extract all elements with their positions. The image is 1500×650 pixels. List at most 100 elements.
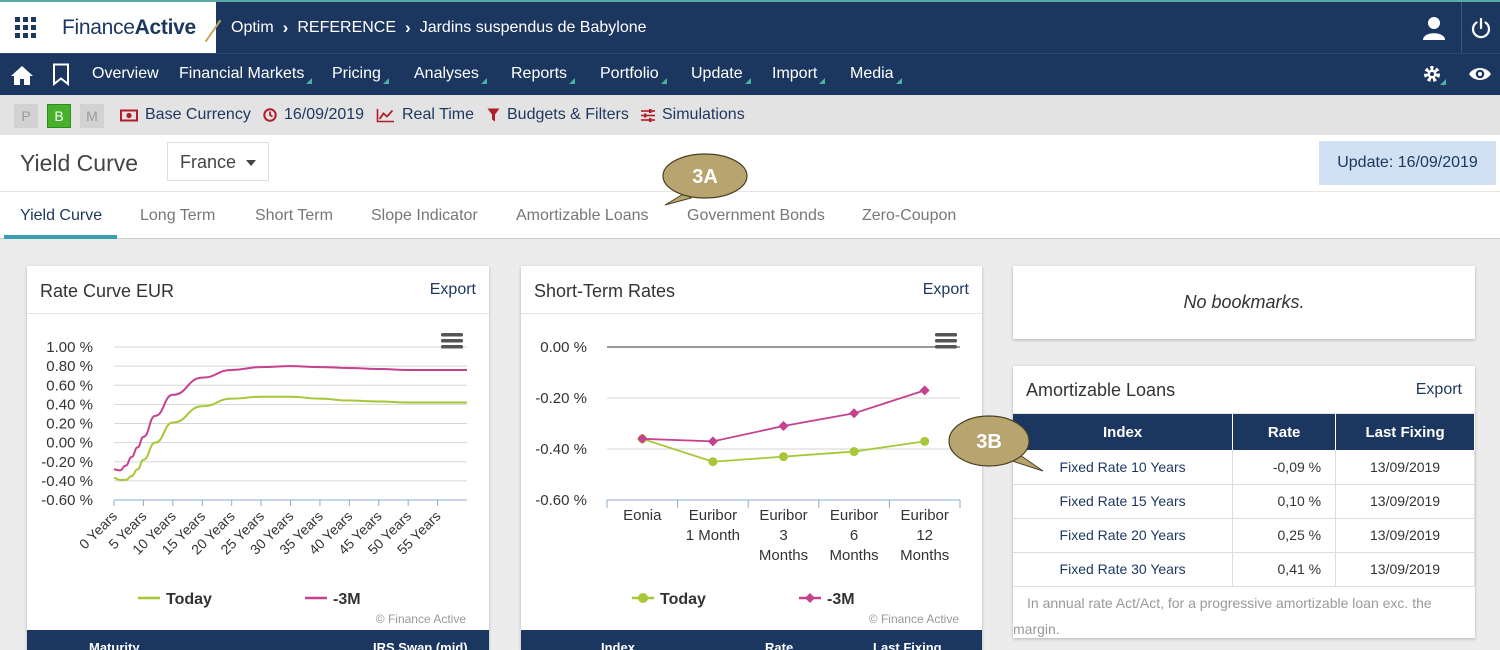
chart-credit: © Finance Active (376, 612, 467, 626)
column-header: Index (601, 640, 635, 650)
y-tick-label: 0.00 % (46, 435, 93, 452)
legend-item[interactable]: -3M (305, 591, 361, 608)
legend-item[interactable]: -3M (799, 591, 855, 608)
simulations-button[interactable]: Simulations (641, 106, 745, 124)
real-time-filter[interactable]: Real Time (376, 106, 474, 124)
table-footnote: In annual rate Act/Act, for a progressiv… (1013, 595, 1432, 637)
x-tick-label-line: Euribor (689, 507, 737, 524)
legend-item[interactable]: Today (138, 591, 212, 608)
tab-slope-indicator[interactable]: Slope Indicator (371, 207, 478, 224)
index-cell[interactable]: Fixed Rate 15 Years (1013, 484, 1234, 519)
index-cell[interactable]: Fixed Rate 20 Years (1013, 518, 1234, 553)
y-tick-label: -0.40 % (535, 441, 587, 458)
index-cell[interactable]: Fixed Rate 10 Years (1013, 450, 1234, 485)
legend-label: -3M (827, 591, 855, 608)
app-grid-button[interactable] (0, 2, 50, 53)
legend-label: Today (660, 591, 706, 608)
legend-label: Today (166, 591, 212, 608)
user-icon[interactable] (1421, 15, 1447, 41)
card-header: Amortizable Loans Export (1013, 366, 1475, 414)
x-tick-label-line: Eonia (623, 507, 662, 524)
data-point (919, 385, 930, 396)
export-link[interactable]: Export (922, 281, 969, 298)
table-row[interactable]: Fixed Rate 15 Years 0,10 % 13/09/2019 (1013, 484, 1475, 519)
chart-menu-icon[interactable] (441, 333, 463, 349)
nav-financial-markets[interactable]: Financial Markets (179, 65, 313, 84)
nav-media[interactable]: Media (850, 65, 902, 84)
breadcrumb-item[interactable]: REFERENCE (297, 19, 397, 36)
table-row[interactable]: Fixed Rate 30 Years 0,41 % 13/09/2019 (1013, 552, 1475, 587)
date-filter[interactable]: 16/09/2019 (263, 106, 364, 124)
mode-b-button[interactable]: B (47, 104, 71, 128)
data-point (778, 421, 789, 432)
nav-overview[interactable]: Overview (92, 65, 159, 83)
tab-government-bonds[interactable]: Government Bonds (687, 207, 825, 224)
budgets-filters-button[interactable]: Budgets & Filters (487, 106, 629, 124)
table-header: Index Rate Last Fixing (521, 630, 982, 650)
tab-yield-curve[interactable]: Yield Curve (20, 207, 103, 224)
nav-analyses[interactable]: Analyses (414, 65, 487, 84)
x-tick-label-line: Months (829, 547, 878, 564)
callout-label: 3B (976, 431, 1002, 453)
chart-credit: © Finance Active (869, 612, 960, 626)
tab-amortizable-loans[interactable]: Amortizable Loans (516, 207, 649, 224)
dropdown-indicator-icon (895, 78, 902, 84)
index-cell[interactable]: Fixed Rate 30 Years (1013, 552, 1234, 587)
column-header: Maturity (89, 640, 140, 650)
legend-item[interactable]: Today (632, 591, 706, 608)
bookmark-icon[interactable] (52, 63, 70, 86)
export-link[interactable]: Export (1415, 381, 1462, 398)
nav-update[interactable]: Update (691, 65, 751, 84)
budgets-filters-label: Budgets & Filters (507, 106, 629, 123)
nav-portfolio[interactable]: Portfolio (600, 65, 667, 84)
data-point (849, 447, 859, 457)
mode-p-button[interactable]: P (14, 104, 38, 128)
data-point (779, 452, 788, 462)
dropdown-indicator-icon (382, 78, 389, 84)
logout-button[interactable] (1461, 2, 1500, 53)
fixing-date-cell: 13/09/2019 (1335, 450, 1475, 485)
real-time-label: Real Time (402, 106, 475, 123)
update-button[interactable]: Update: 16/09/2019 (1319, 141, 1496, 185)
logo-slash (204, 19, 222, 43)
column-header: Rate (765, 640, 794, 650)
fixing-date-cell: 13/09/2019 (1335, 552, 1475, 587)
settings-button[interactable] (1422, 63, 1448, 92)
menu-bar (441, 333, 463, 337)
mode-m-button[interactable]: M (80, 104, 104, 128)
menu-bar (441, 339, 463, 343)
nav-label: Portfolio (600, 65, 659, 82)
nav-label: Update (691, 65, 743, 82)
annotation-callout-3a: 3A (662, 153, 748, 206)
x-tick-label: Euribor 6 Months (829, 507, 878, 564)
chart-menu-icon[interactable] (935, 333, 957, 349)
country-select[interactable]: France (167, 142, 269, 181)
tab-bar: Yield Curve Long Term Short Term Slope I… (0, 191, 1500, 239)
breadcrumb-item[interactable]: Optim (231, 19, 274, 36)
x-tick-label: Euribor 12 Months (900, 507, 949, 564)
tab-long-term[interactable]: Long Term (140, 207, 216, 224)
export-link[interactable]: Export (429, 281, 476, 298)
nav-reports[interactable]: Reports (511, 65, 576, 84)
nav-label: Analyses (414, 65, 479, 82)
dropdown-indicator-icon (660, 78, 667, 84)
x-tick-label-line: Euribor (759, 507, 807, 524)
nav-label: Import (772, 65, 818, 82)
nav-pricing[interactable]: Pricing (332, 65, 389, 84)
breadcrumb-item[interactable]: Jardins suspendus de Babylone (419, 19, 647, 36)
base-currency-filter[interactable]: Base Currency (120, 106, 251, 124)
nav-import[interactable]: Import (772, 65, 826, 84)
column-header[interactable]: Last Fixing (1335, 414, 1475, 450)
rate-curve-card: Rate Curve EUR Export 1.00 % 0.80 % 0.60 %… (27, 266, 489, 650)
tab-short-term[interactable]: Short Term (255, 207, 333, 224)
table-row[interactable]: Fixed Rate 20 Years 0,25 % 13/09/2019 (1013, 518, 1475, 553)
column-header[interactable]: Index (1013, 414, 1234, 450)
column-header[interactable]: Rate (1232, 414, 1337, 450)
eye-icon[interactable] (1468, 65, 1492, 83)
logo[interactable]: FinanceActive (50, 2, 222, 53)
home-icon[interactable] (10, 64, 34, 86)
amortizable-loans-table: Index Rate Last Fixing Fixed Rate 10 Yea… (1013, 414, 1475, 587)
tab-zero-coupon[interactable]: Zero-Coupon (862, 207, 957, 224)
power-icon (1471, 17, 1491, 38)
table-row[interactable]: Fixed Rate 10 Years -0,09 % 13/09/2019 (1013, 450, 1475, 485)
